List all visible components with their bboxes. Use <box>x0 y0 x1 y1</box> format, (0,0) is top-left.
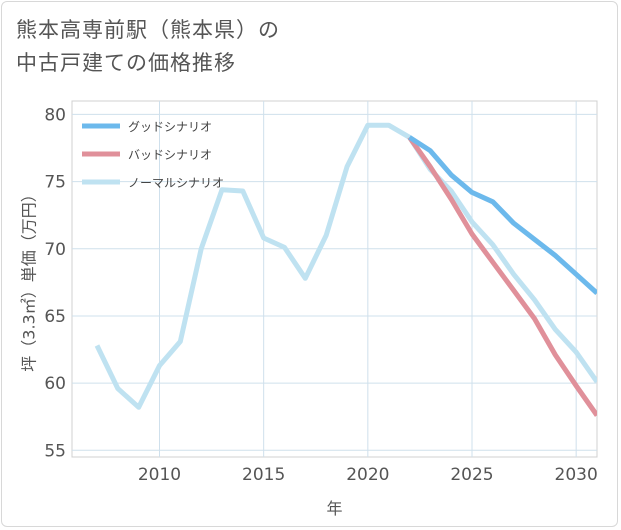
y-tick-label: 60 <box>44 374 66 394</box>
title-line-2: 中古戸建ての価格推移 <box>16 51 236 75</box>
y-tick-label: 55 <box>44 441 66 461</box>
y-axis-label: 坪（3.3㎡）単価（万円） <box>20 186 39 371</box>
y-tick-label: 75 <box>44 173 66 193</box>
x-tick-label: 2020 <box>346 465 389 485</box>
x-tick-label: 2015 <box>242 465 285 485</box>
title-line-1: 熊本高専前駅（熊本県）の <box>16 18 280 42</box>
series-line-bad <box>407 135 597 417</box>
series-line-good <box>408 135 597 295</box>
legend-label: ノーマルシナリオ <box>128 176 224 190</box>
x-tick-label: 2025 <box>450 465 493 485</box>
y-tick-label: 65 <box>44 307 66 327</box>
y-tick-labels: 55 60 65 70 75 80 <box>44 105 66 461</box>
y-tick-label: 80 <box>44 105 66 125</box>
x-axis-label: 年 <box>326 499 342 518</box>
legend-label: グッドシナリオ <box>128 120 212 134</box>
legend-label: バッドシナリオ <box>128 148 212 162</box>
x-tick-label: 2010 <box>138 465 181 485</box>
series-line-normal <box>94 122 597 410</box>
grid <box>71 100 598 458</box>
y-tick-label: 70 <box>44 240 66 260</box>
x-tick-labels: 2010 2015 2020 2025 2030 <box>138 465 598 485</box>
plot-area <box>71 100 598 458</box>
x-tick-label: 2030 <box>555 465 598 485</box>
page-title: 熊本高専前駅（熊本県）の 中古戸建ての価格推移 <box>16 14 280 80</box>
series-lines <box>94 122 597 417</box>
